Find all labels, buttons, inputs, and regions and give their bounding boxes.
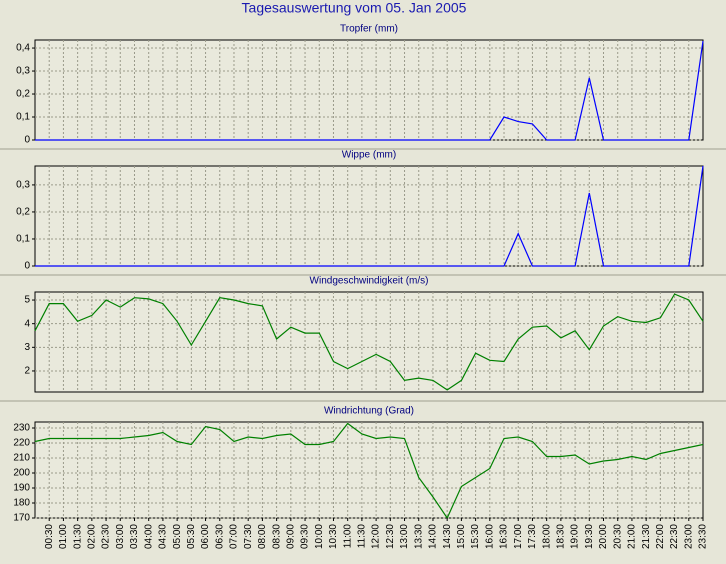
x-tick-label: 05:30 [186, 524, 197, 549]
x-tick-label: 15:00 [456, 524, 467, 549]
x-tick-label: 06:30 [214, 524, 225, 549]
x-tick-label: 14:30 [442, 524, 453, 549]
y-tick-label: 230 [13, 423, 30, 434]
x-tick-label: 22:30 [669, 524, 680, 549]
x-tick-label: 01:00 [58, 524, 69, 549]
x-tick-label: 05:00 [172, 524, 183, 549]
x-tick-label: 03:30 [129, 524, 140, 549]
x-tick-label: 13:00 [399, 524, 410, 549]
x-tick-label: 02:30 [101, 524, 112, 549]
plot-area [34, 291, 704, 393]
y-tick-label: 3 [24, 342, 30, 353]
x-tick-label: 23:00 [683, 524, 694, 549]
data-line [34, 422, 704, 520]
x-tick-label: 07:30 [243, 524, 254, 549]
chart-title: Tagesauswertung vom 05. Jan 2005 [242, 0, 467, 16]
data-line [35, 41, 704, 141]
x-tick-label: 14:00 [428, 524, 439, 549]
x-tick-label: 15:30 [470, 524, 481, 549]
x-tick-label: 22:00 [655, 524, 666, 549]
x-tick-label: 10:30 [328, 524, 339, 549]
data-line [34, 293, 704, 391]
x-tick-label: 04:00 [143, 524, 154, 549]
x-tick-label: 03:00 [115, 524, 126, 549]
y-tick-label: 0,2 [16, 207, 30, 218]
y-tick-label: 0,1 [16, 234, 30, 245]
x-tick-label: 09:00 [285, 524, 296, 549]
x-tick-label: 16:00 [484, 524, 495, 549]
y-tick-label: 220 [13, 438, 30, 449]
y-tick-label: 0,3 [16, 66, 30, 77]
x-tick-label: 00:30 [44, 524, 55, 549]
x-tick-label: 07:00 [229, 524, 240, 549]
x-tick-label: 13:30 [413, 524, 424, 549]
x-tick-label: 11:00 [342, 524, 353, 549]
x-tick-label: 04:30 [158, 524, 169, 549]
data-line [35, 165, 704, 267]
y-tick-label: 2 [24, 366, 30, 377]
x-tick-label: 17:30 [527, 524, 538, 549]
plot-area [34, 421, 704, 519]
x-tick-label: 20:30 [612, 524, 623, 549]
x-tick-label: 01:30 [72, 524, 83, 549]
x-tick-label: 23:30 [698, 524, 709, 549]
y-tick-label: 210 [13, 453, 30, 464]
panel-title: Windgeschwindigkeit (m/s) [310, 276, 429, 287]
x-tick-label: 18:30 [556, 524, 567, 549]
y-tick-label: 0,3 [16, 180, 30, 191]
x-tick-label: 18:00 [541, 524, 552, 549]
panel-title: Windrichtung (Grad) [324, 406, 414, 417]
x-tick-label: 21:30 [641, 524, 652, 549]
panel-title: Wippe (mm) [342, 150, 396, 161]
x-tick-label: 08:30 [271, 524, 282, 549]
plot-area [34, 165, 704, 267]
y-tick-label: 0 [24, 261, 30, 272]
y-tick-label: 180 [13, 498, 30, 509]
x-tick-label: 19:00 [570, 524, 581, 549]
y-tick-label: 0 [24, 135, 30, 146]
x-tick-label: 02:00 [86, 524, 97, 549]
y-tick-label: 0,1 [16, 112, 30, 123]
x-tick-label: 06:00 [200, 524, 211, 549]
y-tick-label: 5 [24, 295, 30, 306]
x-tick-label: 20:00 [598, 524, 609, 549]
y-tick-label: 200 [13, 468, 30, 479]
x-tick-label: 21:00 [627, 524, 638, 549]
y-tick-label: 190 [13, 483, 30, 494]
y-tick-label: 4 [24, 318, 30, 329]
y-tick-label: 0,2 [16, 89, 30, 100]
x-tick-label: 12:00 [371, 524, 382, 549]
x-tick-label: 17:00 [513, 524, 524, 549]
x-tick-label: 11:30 [357, 524, 368, 549]
x-tick-label: 09:30 [300, 524, 311, 549]
x-tick-label: 19:30 [584, 524, 595, 549]
panel-title: Tropfer (mm) [340, 24, 398, 35]
x-tick-label: 12:30 [385, 524, 396, 549]
plot-area [34, 39, 704, 141]
x-tick-label: 08:00 [257, 524, 268, 549]
y-tick-label: 0,4 [16, 43, 30, 54]
y-tick-label: 170 [13, 513, 30, 524]
x-tick-label: 10:00 [314, 524, 325, 549]
x-tick-label: 16:30 [499, 524, 510, 549]
